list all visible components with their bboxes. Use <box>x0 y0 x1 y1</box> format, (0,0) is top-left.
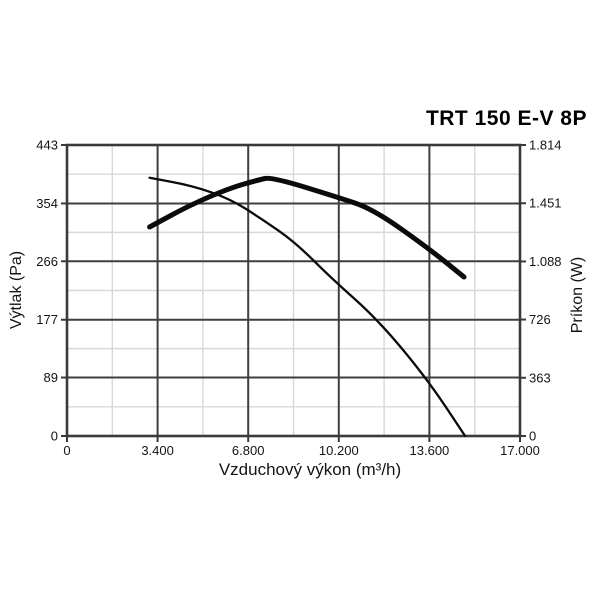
plot-border <box>65 143 522 438</box>
x-tick-label: 0 <box>63 443 70 458</box>
y-left-tick-label: 177 <box>36 312 58 327</box>
x-tick-label: 6.800 <box>232 443 265 458</box>
y-left-tick-label: 0 <box>51 429 58 444</box>
x-tick-label: 13.600 <box>410 443 450 458</box>
y-left-tick-label: 89 <box>44 370 58 385</box>
y-left-tick-label: 354 <box>36 196 58 211</box>
x-tick-label: 3.400 <box>141 443 174 458</box>
y-right-tick-label: 363 <box>529 370 551 385</box>
vytlak-pressure-curve <box>148 176 467 438</box>
x-tick-label: 10.200 <box>319 443 359 458</box>
x-axis-label: Vzduchový výkon (m³/h) <box>218 460 402 479</box>
y-left-tick-label: 266 <box>36 254 58 269</box>
y-right-tick-label: 1.088 <box>529 254 562 269</box>
chart-title: TRT 150 E-V 8P <box>425 107 587 130</box>
y-right-tick-label: 726 <box>529 312 551 327</box>
y-right-tick-label: 0 <box>529 429 536 444</box>
y-left-tick-label: 443 <box>36 138 58 153</box>
prikon-power-curve <box>147 175 467 280</box>
y-right-tick-label: 1.814 <box>529 138 562 153</box>
x-tick-label: 17.000 <box>500 443 540 458</box>
y-right-tick-label: 1.451 <box>529 196 562 211</box>
